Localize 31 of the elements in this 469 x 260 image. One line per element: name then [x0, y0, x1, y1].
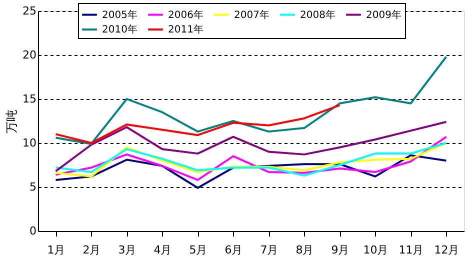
y-tick-label: 20 — [22, 48, 36, 62]
x-tick-label: 10月 — [363, 244, 388, 256]
legend-label: 2007年 — [234, 8, 270, 21]
x-tick-label: 1月 — [47, 244, 66, 256]
line-series — [54, 120, 448, 172]
x-tick-label: 7月 — [260, 244, 278, 256]
x-tick-label: 6月 — [224, 244, 243, 256]
x-tick-label: 11月 — [398, 244, 424, 256]
legend-label: 2009年 — [366, 8, 402, 21]
y-axis-title: 万吨 — [4, 110, 19, 134]
line-series — [54, 56, 448, 145]
legend-label: 2010年 — [102, 24, 138, 36]
x-tick-label: 2月 — [82, 244, 101, 256]
x-tick-label: 12月 — [434, 244, 460, 256]
x-tick-label: 4月 — [154, 244, 172, 256]
x-tick-label: 5月 — [189, 244, 208, 256]
y-tick-label: 25 — [22, 4, 36, 18]
line-series — [54, 136, 448, 181]
y-tick-label: 15 — [22, 92, 36, 106]
line-series — [54, 104, 341, 144]
legend-label: 2011年 — [168, 24, 204, 36]
x-tick-label: 3月 — [118, 244, 136, 256]
x-tick-label: 8月 — [296, 244, 314, 256]
legend-label: 2005年 — [102, 8, 138, 21]
line-series — [54, 154, 448, 189]
y-tick-label: 0 — [30, 224, 36, 238]
legend-label: 2006年 — [168, 8, 204, 21]
x-tick-label: 9月 — [331, 244, 350, 256]
y-tick-label: 5 — [30, 180, 36, 194]
y-tick-label: 10 — [22, 136, 36, 150]
legend-label: 2008年 — [300, 8, 336, 21]
